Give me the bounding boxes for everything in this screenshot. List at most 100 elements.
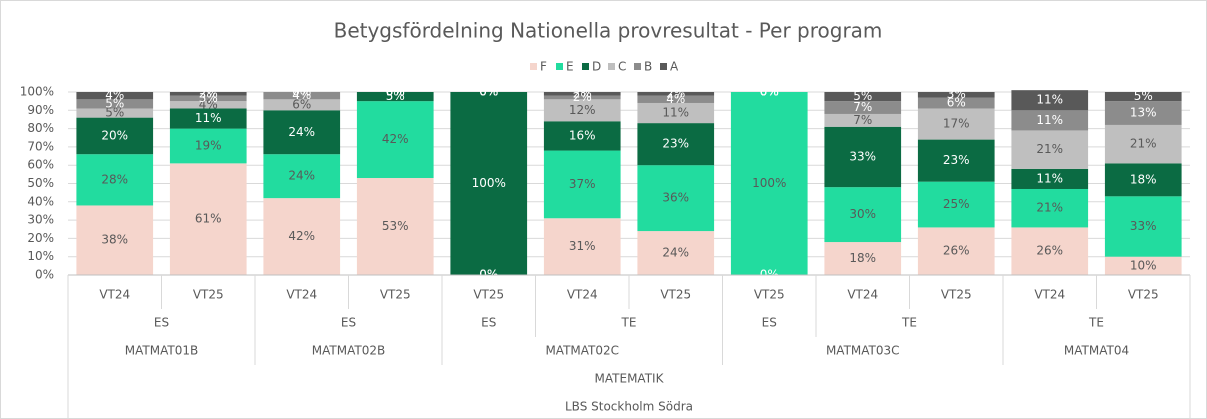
legend-label: C — [618, 60, 626, 74]
bar-segment — [263, 110, 341, 155]
data-label: 26% — [943, 244, 970, 258]
legend-label: E — [566, 60, 574, 74]
data-label: 33% — [849, 149, 876, 163]
bar-segment — [917, 97, 995, 109]
x-category-label: VT25 — [754, 288, 785, 302]
bar-segment — [356, 101, 434, 179]
x-category-label: VT25 — [1128, 288, 1159, 302]
x-category-label: MATMAT03C — [826, 344, 900, 358]
bar-segment — [1104, 256, 1182, 275]
bar-segment — [76, 108, 154, 118]
legend-swatch — [556, 63, 563, 70]
bar-segment — [637, 102, 715, 124]
data-label: 0% — [386, 85, 405, 99]
legend-label: A — [670, 60, 679, 74]
y-tick-label: 50% — [27, 176, 54, 190]
data-label: 61% — [195, 212, 222, 226]
y-tick-label: 80% — [27, 121, 54, 135]
data-label: 0% — [479, 85, 498, 99]
bar-segment — [917, 92, 995, 98]
chart-title: Betygsfördelning Nationella provresultat… — [334, 19, 883, 43]
x-category-label: VT24 — [847, 288, 878, 302]
x-category-label: VT25 — [660, 288, 691, 302]
bar-segment — [76, 92, 154, 100]
x-category-label: MATEMATIK — [595, 372, 665, 386]
data-label: 7% — [853, 113, 872, 127]
bar-segment — [637, 165, 715, 232]
y-tick-label: 60% — [27, 158, 54, 172]
data-label: 0% — [479, 85, 498, 99]
data-label: 24% — [662, 246, 689, 260]
x-category-label: MATMAT01B — [125, 344, 198, 358]
data-label: 16% — [569, 128, 596, 142]
bar-segment — [76, 205, 154, 275]
data-label: 11% — [1036, 171, 1063, 185]
x-category-label: VT25 — [380, 288, 411, 302]
bar-segment — [917, 139, 995, 182]
data-label: 21% — [1036, 142, 1063, 156]
data-label: 28% — [101, 172, 128, 186]
x-category-label: VT25 — [941, 288, 972, 302]
data-label: 0% — [760, 85, 779, 99]
x-category-label: TE — [901, 316, 917, 330]
x-category-label: ES — [341, 316, 356, 330]
bar-segment — [169, 128, 247, 164]
data-label: 4% — [292, 88, 311, 102]
data-label: 7% — [853, 100, 872, 114]
bar-segment — [263, 154, 341, 199]
bar-segment — [263, 99, 341, 111]
bar-segment — [263, 198, 341, 275]
data-label: 2% — [573, 90, 592, 104]
y-tick-label: 10% — [27, 249, 54, 263]
data-label: 26% — [1036, 244, 1063, 258]
legend-swatch — [660, 63, 667, 70]
y-tick-label: 70% — [27, 139, 54, 153]
bar-segment — [917, 108, 995, 140]
y-tick-label: 100% — [20, 85, 54, 99]
bar-segment — [637, 92, 715, 96]
x-category-label: TE — [1088, 316, 1104, 330]
bar-segment — [824, 126, 902, 188]
data-label: 24% — [288, 125, 315, 139]
bar-segment — [543, 121, 621, 151]
legend-swatch — [634, 63, 641, 70]
data-label: 0% — [760, 85, 779, 99]
bar-segment — [169, 92, 247, 96]
data-label: 53% — [382, 219, 409, 233]
x-category-label: VT25 — [193, 288, 224, 302]
bar-segment — [76, 99, 154, 109]
x-category-label: VT24 — [1034, 288, 1065, 302]
bar-segment — [1011, 110, 1089, 131]
data-label: 23% — [662, 137, 689, 151]
bar-segment — [1011, 168, 1089, 189]
bar-segment — [637, 123, 715, 166]
x-category-label: ES — [481, 316, 496, 330]
bar-segment — [824, 101, 902, 114]
x-category-label: VT24 — [567, 288, 598, 302]
x-category-label: MATMAT02B — [312, 344, 385, 358]
data-label: 6% — [947, 95, 966, 109]
y-tick-label: 30% — [27, 213, 54, 227]
data-label: 100% — [752, 176, 786, 190]
bar-segment — [169, 95, 247, 102]
bar-segment — [76, 117, 154, 155]
data-label: 21% — [1036, 201, 1063, 215]
data-label: 4% — [666, 92, 685, 106]
x-category-label: LBS Stockholm Södra — [565, 400, 693, 414]
bar-segment — [917, 227, 995, 275]
bar-segment — [730, 92, 808, 275]
x-category-label: VT24 — [99, 288, 130, 302]
data-label: 6% — [292, 97, 311, 111]
data-label: 2% — [666, 86, 685, 100]
data-label: 37% — [569, 177, 596, 191]
data-label: 42% — [382, 132, 409, 146]
y-tick-label: 40% — [27, 194, 54, 208]
bar-segment — [169, 108, 247, 129]
data-label: 2% — [199, 86, 218, 100]
data-label: 3% — [199, 91, 218, 105]
data-label: 12% — [569, 103, 596, 117]
bar-segment — [356, 178, 434, 275]
bar-segment — [1011, 188, 1089, 228]
bar-segment — [169, 101, 247, 109]
data-label: 31% — [569, 239, 596, 253]
